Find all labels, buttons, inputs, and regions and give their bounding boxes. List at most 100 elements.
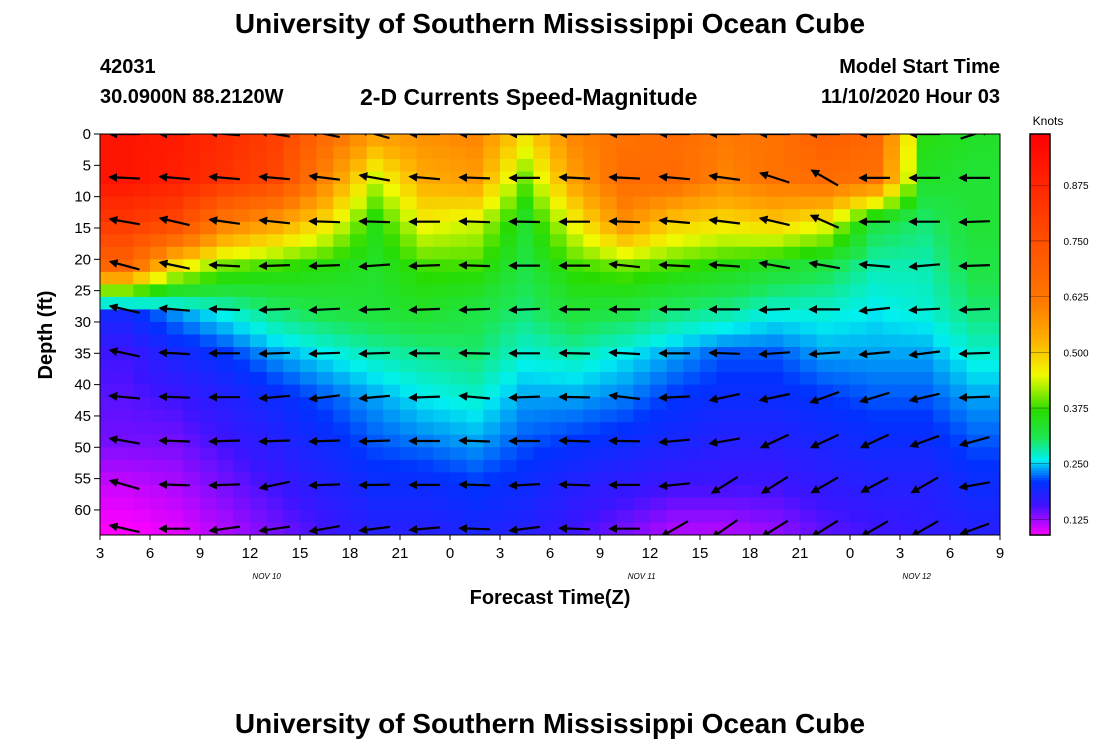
heatmap-cell (916, 509, 934, 524)
current-vector (959, 522, 990, 535)
heatmap-cell (533, 334, 551, 348)
colorbar-swatch (1030, 494, 1050, 499)
heatmap-cell (150, 159, 168, 173)
colorbar-swatch (1030, 289, 1050, 293)
current-vector (108, 392, 140, 401)
heatmap-cell (750, 221, 768, 235)
heatmap-cell (816, 321, 834, 336)
heatmap-cell (916, 447, 934, 461)
heatmap-cell (900, 459, 918, 473)
heatmap-cell (883, 409, 901, 423)
colorbar-swatch (1030, 144, 1050, 148)
current-vector (608, 391, 641, 401)
heatmap-cell (716, 497, 734, 511)
heatmap-cell (733, 309, 751, 323)
heatmap-cell (866, 372, 884, 386)
heatmap-cell (983, 409, 1000, 423)
heatmap-cell (100, 522, 118, 535)
current-vector (758, 392, 790, 404)
heatmap-cell (366, 134, 384, 148)
current-vector (958, 217, 991, 227)
heatmap-cell (733, 434, 751, 448)
current-vector (408, 525, 440, 534)
current-vector (458, 217, 491, 226)
heatmap-cell (616, 209, 634, 223)
heatmap-cell (550, 422, 568, 436)
heatmap-cell (333, 284, 351, 298)
heatmap-cell (916, 221, 934, 235)
heatmap-cell (733, 422, 751, 436)
heatmap-cell (533, 146, 551, 160)
colorbar-swatch (1030, 344, 1050, 348)
heatmap-cell (116, 196, 134, 210)
heatmap-cell (900, 422, 918, 436)
colorbar-swatch (1030, 517, 1050, 521)
heatmap-cell (300, 271, 318, 285)
heatmap-cell (350, 497, 368, 511)
x-axis-label: Forecast Time(Z) (470, 587, 631, 609)
current-vector (308, 261, 341, 271)
heatmap-cell (633, 359, 651, 373)
heatmap-cell (800, 196, 818, 210)
heatmap-cell (100, 221, 118, 235)
current-vector (458, 436, 491, 446)
heatmap-cell (583, 321, 601, 336)
heatmap-cell (533, 209, 551, 223)
heatmap-cell (983, 459, 1000, 473)
heatmap-cell (966, 484, 984, 499)
heatmap-cell (250, 171, 268, 185)
heatmap-cell (783, 409, 801, 423)
heatmap-cell (533, 171, 551, 185)
heatmap-cell (183, 484, 201, 499)
heatmap-cell (583, 196, 601, 210)
colorbar-swatch (1030, 249, 1050, 253)
heatmap-cell (766, 509, 784, 524)
heatmap-cell (983, 221, 1000, 235)
heatmap-cell (966, 447, 984, 461)
heatmap-cell (866, 447, 884, 461)
colorbar-swatch (1030, 291, 1050, 295)
heatmap-cell (833, 271, 851, 285)
heatmap-cell (133, 234, 151, 248)
heatmap-cell (933, 221, 951, 235)
heatmap-cell (983, 434, 1000, 448)
heatmap-cell (600, 397, 618, 411)
heatmap-cell (183, 422, 201, 436)
heatmap-cell (683, 372, 701, 386)
heatmap-cell (700, 271, 718, 285)
colorbar-swatch (1030, 209, 1050, 213)
heatmap-cell (383, 434, 401, 448)
current-vector (458, 524, 491, 533)
colorbar-swatch (1030, 226, 1050, 230)
heatmap-cell (100, 334, 118, 348)
heatmap-cell (716, 296, 734, 311)
heatmap-cell (233, 309, 251, 323)
colorbar-swatch (1030, 504, 1050, 509)
heatmap-cell (116, 509, 134, 524)
heatmap-cell (533, 184, 551, 198)
heatmap-cell (416, 459, 434, 473)
heatmap-cell (866, 159, 884, 173)
heatmap-cell (616, 359, 634, 373)
heatmap-cell (116, 472, 134, 486)
model-start-label: Model Start Time (839, 56, 1000, 78)
current-vector (258, 305, 291, 315)
heatmap-cell (900, 497, 918, 511)
current-vector (658, 437, 690, 447)
colorbar-swatch (1030, 389, 1050, 393)
heatmap-cell (866, 334, 884, 348)
colorbar-swatch (1030, 487, 1050, 491)
heatmap-cell (150, 459, 168, 473)
heatmap-cell (383, 422, 401, 436)
heatmap-cell (650, 146, 668, 160)
heatmap-cell (566, 321, 584, 336)
current-vector (809, 390, 840, 405)
heatmap-cell (983, 196, 1000, 210)
heatmap-cell (166, 209, 184, 223)
heatmap-cell (216, 321, 234, 336)
colorbar-frame (1029, 133, 1051, 536)
colorbar-tick-label: 0.750 (1063, 237, 1088, 248)
heatmap-cell (933, 447, 951, 461)
heatmap-cell (100, 246, 118, 260)
current-vector (558, 524, 591, 533)
